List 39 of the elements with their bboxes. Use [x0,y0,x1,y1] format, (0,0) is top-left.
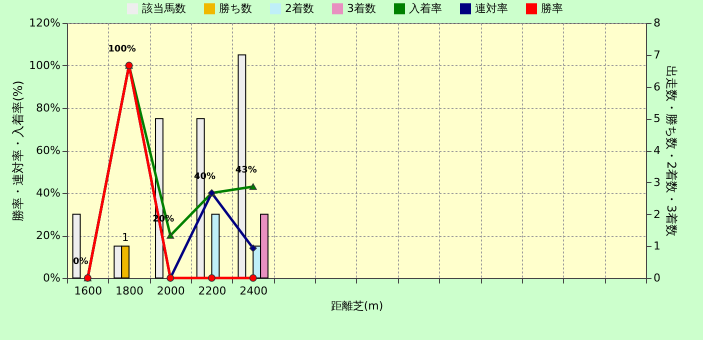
y2-tick-label: 7 [654,48,660,62]
legend-label: 2着数 [285,2,314,15]
legend-label: 勝ち数 [219,2,252,15]
y2-tick-label: 4 [654,144,660,157]
y-tick-label: 0% [43,272,60,284]
y2-axis-title: 出走数・勝ち数・2着数・3着数 [664,65,678,237]
y2-tick-label: 2 [654,208,660,221]
y-tick-label: 100% [29,59,60,72]
x-tick-label: 2400 [240,284,268,298]
point [249,244,257,252]
y-tick-label: 40% [36,186,60,200]
x-axis-title: 距離芝(m) [330,300,384,312]
legend-label: 連対率 [475,2,508,15]
y-tick-label: 20% [36,229,60,242]
data-label: 100% [108,44,136,54]
legend-label: 勝率 [541,2,563,15]
y-tick-label: 60% [36,144,60,157]
legend-label: 3着数 [347,2,376,15]
x-tick-label: 1600 [74,284,102,298]
y-tick-label: 120% [29,16,60,30]
y2-tick-label: 6 [654,80,660,94]
y2-tick-label: 0 [654,272,660,284]
legend-label: 入着率 [409,2,442,15]
point [249,183,257,190]
point [249,274,257,282]
y2-tick-label: 5 [654,112,660,126]
x-tick-label: 2000 [156,284,185,298]
bar [211,214,220,278]
x-tick-label: 1800 [116,284,144,298]
y2-tick-label: 8 [654,16,660,30]
point [208,274,216,282]
y2-tick-label: 1 [654,240,660,253]
y-axis-title: 勝率・連対率・入着率(%) [11,80,26,222]
y-tick-label: 80% [36,102,60,114]
y2-tick-label: 3 [654,176,660,189]
data-label: 1 [122,231,129,244]
legend-label: 該当馬数 [142,2,186,15]
point [166,232,174,239]
x-tick-label: 2200 [198,284,226,298]
